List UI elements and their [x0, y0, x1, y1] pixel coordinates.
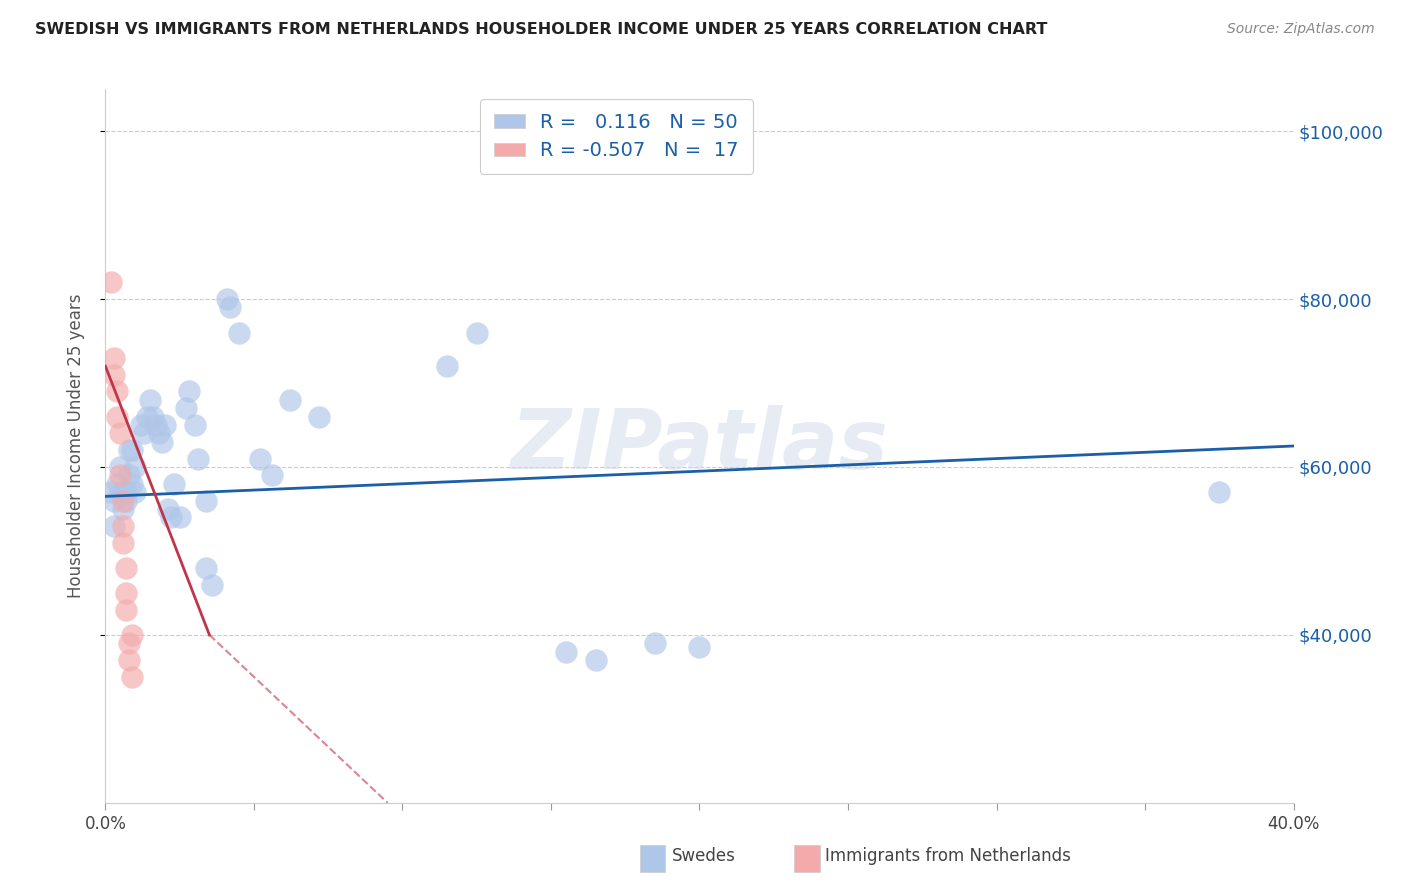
Text: ZIPatlas: ZIPatlas	[510, 406, 889, 486]
Point	[132, 426, 155, 441]
Point	[105, 476, 128, 491]
Point	[217, 292, 239, 306]
Point	[142, 409, 165, 424]
Point	[260, 468, 283, 483]
Point	[121, 628, 143, 642]
Point	[174, 401, 197, 416]
Point	[110, 426, 132, 441]
Point	[121, 670, 143, 684]
Point	[112, 493, 135, 508]
Point	[436, 359, 458, 374]
Point	[124, 460, 146, 475]
Point	[110, 485, 132, 500]
Text: Swedes: Swedes	[672, 847, 735, 865]
Point	[112, 485, 135, 500]
Point	[115, 485, 138, 500]
Point	[100, 485, 122, 500]
Point	[145, 417, 167, 432]
Point	[136, 409, 159, 424]
Point	[115, 560, 138, 574]
Point	[112, 535, 135, 549]
Point	[115, 586, 138, 600]
Point	[118, 443, 141, 458]
Point	[112, 502, 135, 516]
Point	[121, 443, 143, 458]
Point	[156, 502, 179, 516]
Legend: R =   0.116   N = 50, R = -0.507   N =  17: R = 0.116 N = 50, R = -0.507 N = 17	[479, 99, 752, 174]
Point	[201, 577, 224, 591]
Point	[163, 476, 186, 491]
Bar	[794, 845, 820, 872]
Point	[228, 326, 250, 340]
Point	[112, 518, 135, 533]
Point	[177, 384, 200, 399]
Point	[689, 640, 711, 655]
Point	[103, 493, 125, 508]
Point	[139, 392, 162, 407]
Point	[103, 518, 125, 533]
Point	[1208, 485, 1230, 500]
Point	[103, 351, 125, 365]
Point	[150, 434, 173, 449]
Point	[644, 636, 666, 650]
Point	[121, 476, 143, 491]
Point	[118, 653, 141, 667]
Point	[105, 409, 128, 424]
Point	[219, 301, 242, 315]
Bar	[640, 845, 665, 872]
Point	[278, 392, 301, 407]
Point	[124, 485, 146, 500]
Point	[585, 653, 607, 667]
Point	[249, 451, 271, 466]
Text: SWEDISH VS IMMIGRANTS FROM NETHERLANDS HOUSEHOLDER INCOME UNDER 25 YEARS CORRELA: SWEDISH VS IMMIGRANTS FROM NETHERLANDS H…	[35, 22, 1047, 37]
Point	[169, 510, 191, 524]
Point	[465, 326, 488, 340]
Point	[554, 645, 576, 659]
Point	[183, 417, 205, 432]
Point	[110, 468, 132, 483]
Point	[118, 468, 141, 483]
Y-axis label: Householder Income Under 25 years: Householder Income Under 25 years	[66, 293, 84, 599]
Point	[159, 510, 181, 524]
Point	[186, 451, 208, 466]
Point	[148, 426, 170, 441]
Point	[308, 409, 330, 424]
Text: Source: ZipAtlas.com: Source: ZipAtlas.com	[1227, 22, 1375, 37]
Point	[129, 417, 152, 432]
Point	[195, 493, 218, 508]
Point	[115, 493, 138, 508]
Point	[195, 560, 218, 574]
Point	[100, 275, 122, 289]
Point	[103, 368, 125, 382]
Point	[110, 460, 132, 475]
Point	[118, 636, 141, 650]
Point	[153, 417, 176, 432]
Text: Immigrants from Netherlands: Immigrants from Netherlands	[825, 847, 1071, 865]
Point	[115, 603, 138, 617]
Point	[105, 384, 128, 399]
